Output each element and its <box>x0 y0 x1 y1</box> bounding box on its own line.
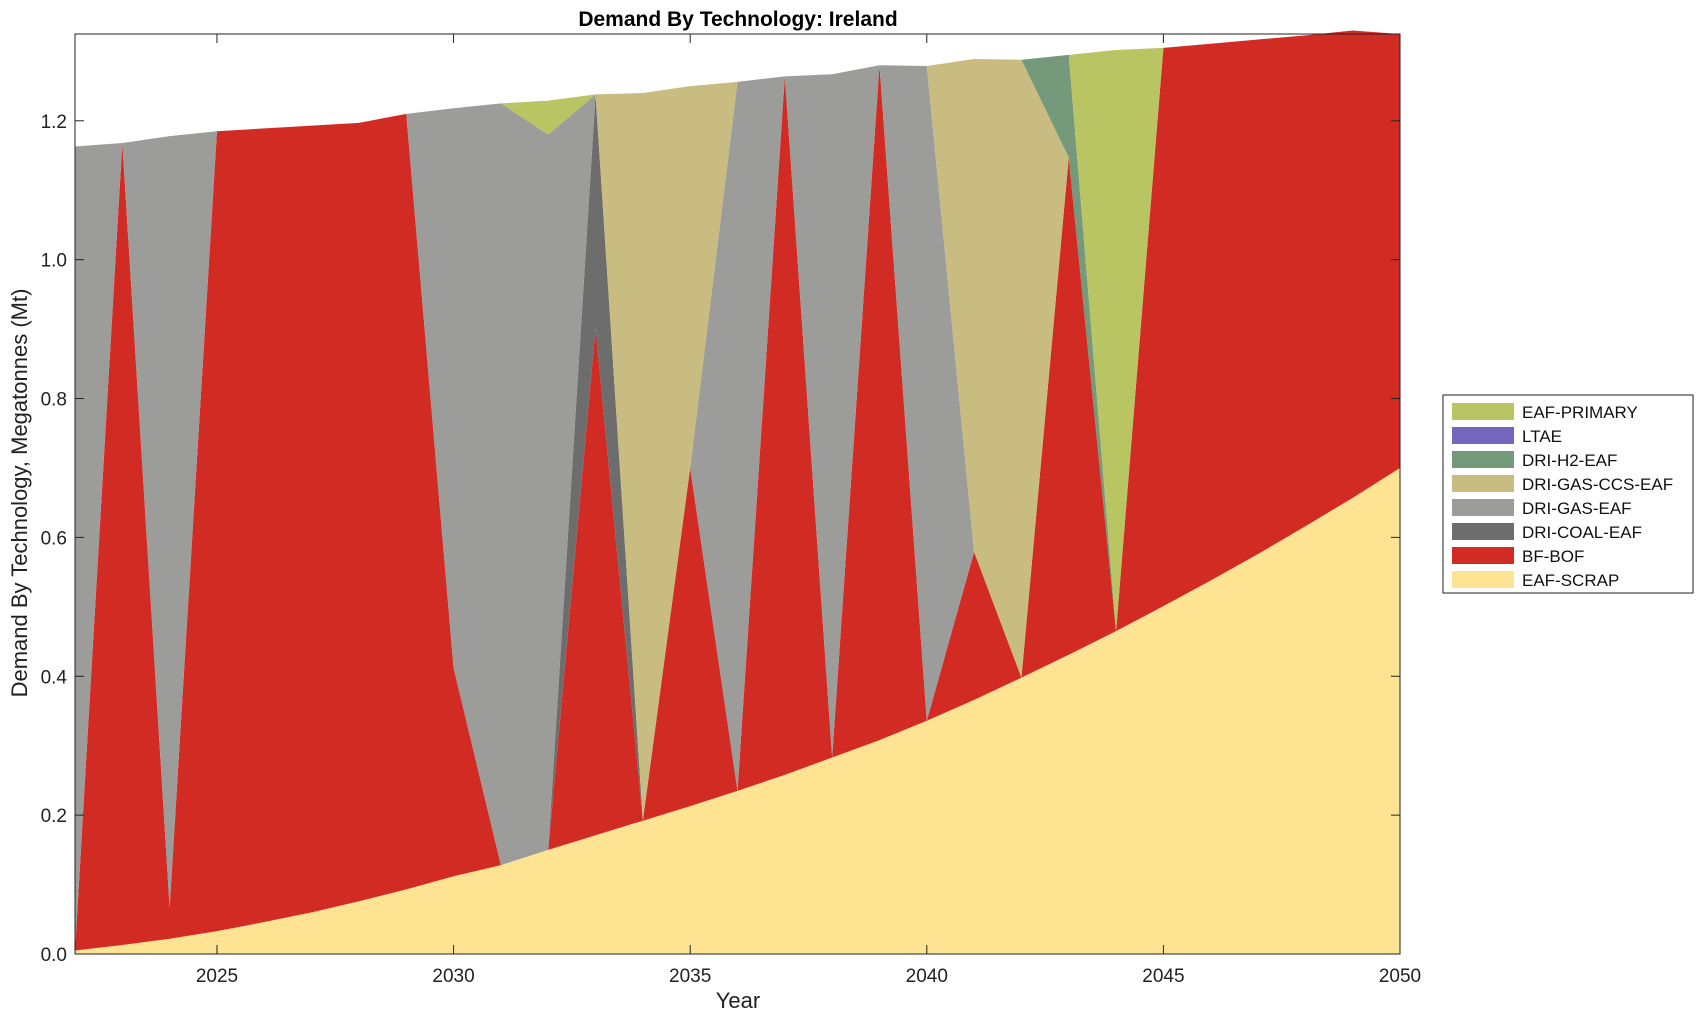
legend-label-dri-gas-ccs-eaf: DRI-GAS-CCS-EAF <box>1522 475 1673 494</box>
legend-swatch-eaf-scrap <box>1452 571 1514 588</box>
area-eaf-primary <box>75 30 1400 632</box>
legend-label-bf-bof: BF-BOF <box>1522 547 1584 566</box>
y-tick-label: 0.4 <box>41 667 68 688</box>
x-tick-label: 2040 <box>906 966 948 987</box>
plot-frame <box>74 33 1401 955</box>
legend-swatch-bf-bof <box>1452 547 1514 564</box>
legend-label-ltae: LTAE <box>1522 427 1562 446</box>
x-tick-label: 2050 <box>1379 966 1421 987</box>
legend-label-eaf-scrap: EAF-SCRAP <box>1522 571 1619 590</box>
legend-label-dri-h2-eaf: DRI-H2-EAF <box>1522 451 1617 470</box>
legend-swatch-dri-gas-ccs-eaf <box>1452 475 1514 492</box>
x-axis-label: Year <box>716 988 760 1013</box>
chart-title: Demand By Technology: Ireland <box>578 8 897 31</box>
y-tick-label: 1.2 <box>41 112 67 133</box>
area-dri-gas-eaf <box>75 30 1400 951</box>
legend-label-eaf-primary: EAF-PRIMARY <box>1522 403 1638 422</box>
y-tick-label: 0.6 <box>41 528 67 549</box>
legend-swatch-dri-gas-eaf <box>1452 499 1514 516</box>
area-bf-bof <box>75 30 1400 951</box>
x-tick-label: 2025 <box>196 966 238 987</box>
area-eaf-scrap <box>75 467 1400 954</box>
y-axis-label: Demand By Technology, Megatonnes (Mt) <box>7 289 32 698</box>
legend-label-dri-coal-eaf: DRI-COAL-EAF <box>1522 523 1642 542</box>
axis-ticks <box>75 34 1401 955</box>
legend: EAF-PRIMARY LTAE DRI-H2-EAF DRI-GAS-CCS-EAF… <box>1442 394 1694 594</box>
stacked-areas <box>75 30 1400 954</box>
y-tick-labels: 0.0 0.2 0.4 0.6 0.8 1.0 1.2 <box>41 112 68 966</box>
y-tick-label: 0.2 <box>41 806 67 827</box>
y-tick-label: 1.0 <box>41 251 67 272</box>
x-tick-labels: 2025 2030 2035 2040 2045 2050 <box>196 966 1421 987</box>
x-tick-label: 2035 <box>669 966 711 987</box>
legend-swatch-dri-h2-eaf <box>1452 451 1514 468</box>
y-tick-label: 0.8 <box>41 390 67 411</box>
y-tick-label: 0.0 <box>41 945 67 966</box>
x-tick-label: 2030 <box>432 966 474 987</box>
legend-swatch-dri-coal-eaf <box>1452 523 1514 540</box>
legend-label-dri-gas-eaf: DRI-GAS-EAF <box>1522 499 1632 518</box>
legend-swatch-eaf-primary <box>1452 403 1514 420</box>
x-tick-label: 2045 <box>1142 966 1184 987</box>
legend-swatch-ltae <box>1452 427 1514 444</box>
